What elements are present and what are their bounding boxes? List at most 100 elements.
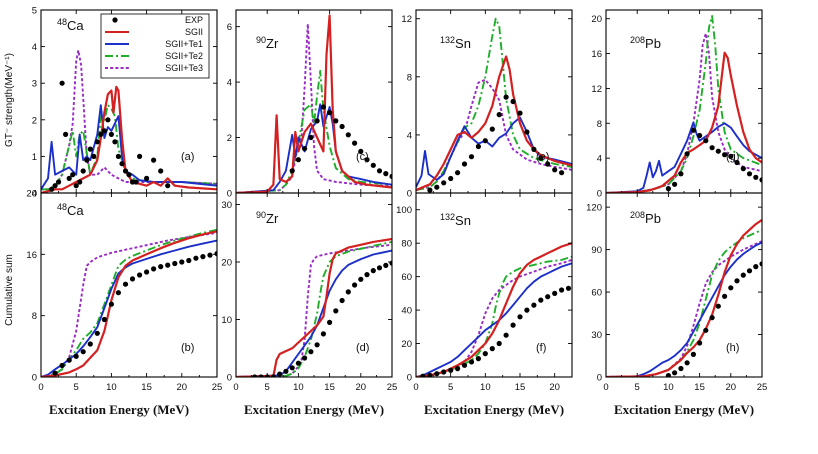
series-exp-h: [665, 261, 762, 377]
x-tick-label: 10: [663, 382, 674, 393]
data-point: [308, 134, 314, 141]
series-sgii-te2-g: [606, 15, 762, 193]
x-tick-label: 15: [141, 382, 152, 393]
data-point: [186, 257, 192, 264]
x-tick-label: 0: [603, 382, 608, 393]
data-point: [448, 175, 454, 182]
data-point: [665, 186, 672, 192]
data-point: [87, 146, 93, 152]
panel-h: 0 5 10 15 20 25 0 30 60 90 120 208Pb (h): [586, 192, 767, 393]
data-point: [510, 322, 516, 328]
data-point: [690, 127, 697, 133]
data-point: [496, 112, 502, 118]
panel-c: 0 2 4 6 90Zr (c): [227, 9, 393, 200]
xlabel-col-1: Excitation Energy (MeV): [49, 402, 189, 417]
data-point: [193, 255, 199, 261]
y-tick-label: 20: [591, 14, 602, 25]
x-tick-label: 10: [106, 382, 117, 393]
data-point: [722, 152, 728, 158]
data-point: [427, 372, 433, 377]
data-point: [302, 146, 308, 152]
x-tick-label: 15: [515, 382, 526, 393]
data-point: [489, 346, 495, 352]
data-point: [434, 371, 440, 377]
data-point: [496, 340, 502, 347]
data-point: [753, 264, 759, 270]
data-point: [517, 314, 523, 320]
data-point: [52, 370, 58, 376]
data-point: [455, 170, 461, 176]
y-tick-label: 0: [227, 189, 232, 200]
x-tick-label: 15: [694, 382, 705, 393]
data-point: [283, 368, 289, 374]
plot-frame: [415, 192, 573, 378]
data-point: [703, 327, 709, 333]
data-point: [759, 261, 762, 267]
series-sgii-te3-c: [236, 22, 392, 193]
data-point: [101, 128, 107, 134]
series-sgii-a: [41, 85, 217, 193]
data-point: [448, 367, 454, 373]
panel-d: 0 5 10 15 20 25 0 10 20 30 90Zr (d): [221, 192, 398, 393]
x-tick-label: 5: [265, 382, 270, 393]
y-tick-label: 20: [221, 258, 232, 269]
data-point: [165, 183, 171, 189]
nucleus-label: 208Pb: [630, 210, 661, 226]
data-point: [427, 187, 433, 193]
y-tick-label: 4: [32, 42, 37, 53]
data-point: [420, 373, 426, 377]
data-point: [66, 175, 72, 181]
data-point: [252, 374, 258, 377]
data-point: [358, 276, 364, 282]
x-tick-label: 25: [387, 382, 398, 393]
data-point: [345, 132, 351, 138]
panel-label: (c): [356, 151, 369, 163]
nucleus-label: 132Sn: [440, 35, 471, 51]
y-tick-label: 16: [26, 250, 37, 261]
data-point: [538, 297, 544, 303]
data-point: [66, 357, 72, 363]
y-tick-label: 40: [401, 306, 412, 317]
data-point: [565, 285, 572, 291]
panel-label: (a): [181, 151, 194, 163]
data-point: [158, 264, 164, 270]
data-point: [709, 315, 715, 321]
data-point: [728, 285, 734, 291]
data-point: [482, 351, 488, 357]
y-tick-label: 12: [591, 84, 602, 95]
data-point: [129, 276, 136, 282]
data-point: [133, 179, 139, 185]
data-point: [690, 351, 697, 357]
data-point: [108, 131, 114, 137]
x-tick-label: 5: [74, 382, 79, 393]
y-tick-label: 4: [407, 130, 412, 141]
series-sgii-te2-b: [41, 228, 217, 377]
x-tick-label: 25: [212, 382, 223, 393]
data-point: [115, 153, 121, 159]
legend-label: SGII+Te1: [165, 39, 203, 49]
data-point: [524, 307, 530, 313]
data-point: [455, 366, 461, 372]
nucleus-label: 48Ca: [57, 202, 84, 218]
series-sgii-te2-f: [416, 255, 572, 377]
data-point: [434, 184, 440, 190]
y-tick-label: 3: [32, 79, 37, 90]
data-point: [759, 177, 762, 183]
y-tick-label: 10: [221, 315, 232, 326]
data-point: [339, 297, 345, 304]
data-point: [77, 179, 83, 185]
series-sgii-te1-g: [606, 121, 762, 193]
series-sgii-e: [416, 55, 572, 192]
data-point: [746, 171, 753, 177]
data-point: [295, 360, 301, 366]
data-point: [715, 303, 721, 309]
panel-a: 0 1 2 3 4 5 48Ca (a): [32, 6, 218, 200]
y-tick-label: 60: [401, 272, 412, 283]
data-point: [684, 360, 690, 366]
data-point: [126, 172, 132, 178]
panel-label: (h): [726, 342, 739, 354]
data-point: [295, 157, 301, 163]
data-point: [376, 265, 383, 271]
data-point: [559, 287, 565, 293]
